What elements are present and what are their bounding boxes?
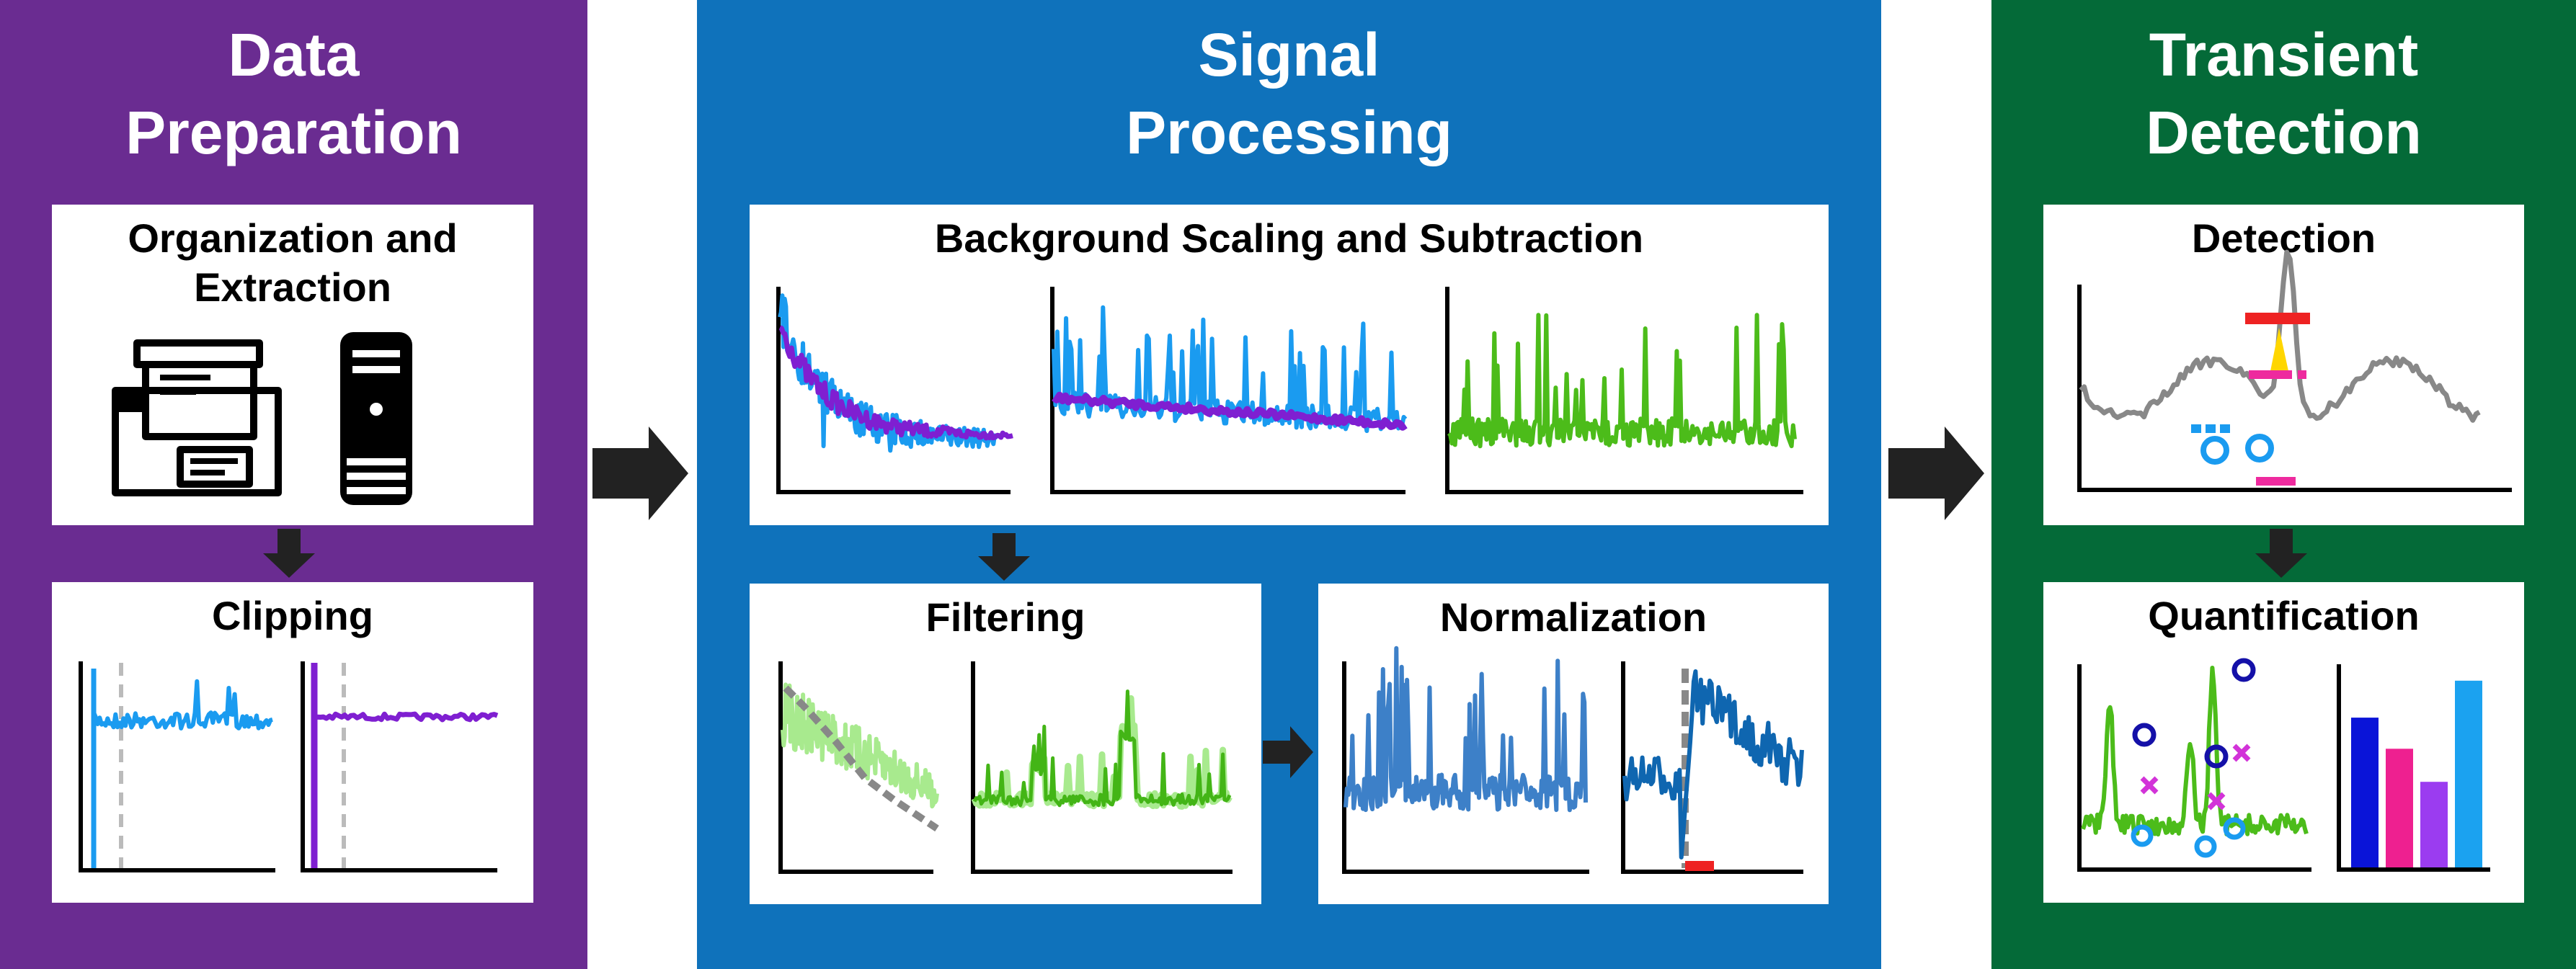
box-title: Filtering	[925, 594, 1085, 640]
panel-title-line-1: Transient	[2149, 21, 2419, 89]
box-title: Normalization	[1439, 594, 1707, 640]
baseline-point	[2223, 817, 2246, 840]
signal-trace	[2081, 666, 2309, 837]
organization-extraction-box: Organization and Extraction	[52, 205, 533, 525]
arrow-down-icon	[2255, 529, 2307, 578]
arrow-right-icon	[592, 427, 688, 520]
signal-trace	[972, 689, 1232, 808]
quantification-bar	[2455, 680, 2482, 867]
signal-trace	[781, 682, 939, 809]
quantification-bar	[2386, 749, 2413, 867]
peak-highlight	[2270, 328, 2288, 371]
box-title: Quantification	[2148, 593, 2420, 638]
signal-trace	[778, 325, 1014, 441]
plot-axes	[971, 661, 1233, 874]
half-max-marker	[2140, 776, 2159, 795]
baseline-point	[2245, 434, 2274, 463]
box-title-line-1: Organization and	[128, 215, 458, 261]
plot-axes	[2077, 285, 2512, 492]
signal-trace	[1343, 646, 1588, 813]
plot-axes	[301, 661, 497, 872]
baseline-point	[2131, 824, 2154, 847]
trend-fit-line	[783, 685, 939, 832]
plot-axes	[776, 287, 1011, 494]
panel-title-line-1: Data	[228, 21, 360, 89]
arrow-down-icon	[263, 529, 315, 578]
box-title-line-2: Extraction	[194, 264, 391, 310]
plot-axes	[79, 661, 275, 872]
signal-trace	[1447, 313, 1797, 449]
signal-trace	[1052, 391, 1408, 431]
signal-trace	[314, 711, 499, 723]
panel-title-line-2: Processing	[1126, 99, 1452, 166]
panel-title-line-1: Signal	[1198, 21, 1380, 89]
mini-plots	[79, 249, 2512, 874]
data-preparation-panel: Data Preparation Organization and Extrac…	[0, 0, 587, 969]
panel-title-line-2: Detection	[2146, 99, 2422, 166]
peak-point	[2204, 744, 2229, 769]
plot-axes	[2337, 664, 2490, 872]
computer-tower-icon	[340, 332, 412, 505]
box-title: Background Scaling and Subtraction	[934, 215, 1644, 261]
plot-axes	[1445, 287, 1803, 494]
box-title: Clipping	[212, 593, 373, 638]
plot-axes	[778, 661, 933, 874]
signal-trace	[1622, 669, 1804, 859]
half-max-marker	[2207, 792, 2226, 811]
box-title: Detection	[2191, 215, 2376, 261]
peak-point	[2231, 658, 2256, 682]
panel-title-line-2: Preparation	[125, 99, 462, 166]
baseline-point	[2194, 835, 2217, 858]
quantification-bar	[2420, 782, 2448, 867]
arrow-down-icon	[978, 533, 1030, 581]
arrow-right-icon	[1263, 726, 1313, 778]
signal-trace	[92, 679, 273, 731]
plot-axes	[2077, 664, 2311, 872]
arrow-right-icon	[1888, 427, 1984, 520]
half-max-marker	[2232, 744, 2251, 762]
baseline-marker	[1685, 861, 1714, 871]
file-cabinet-icon	[112, 339, 282, 496]
plot-axes	[1342, 661, 1589, 874]
peak-point	[2132, 723, 2157, 747]
signal-trace	[971, 695, 1233, 810]
quantification-bar	[2351, 718, 2379, 867]
plot-axes	[1621, 661, 1803, 874]
baseline-point	[2200, 436, 2229, 465]
clipping-box: Clipping	[52, 582, 533, 903]
